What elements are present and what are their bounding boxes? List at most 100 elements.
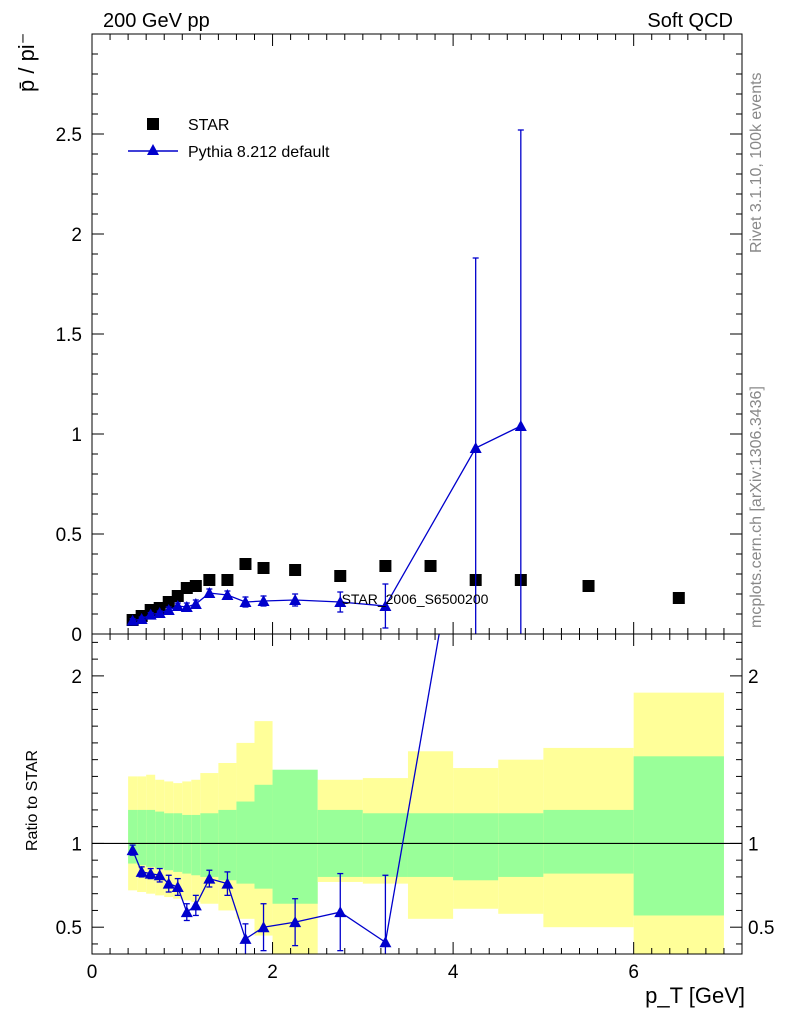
pythia-data-point xyxy=(239,596,252,607)
stat-band xyxy=(633,756,724,916)
pythia-data-point xyxy=(203,587,216,598)
stat-band xyxy=(453,813,499,881)
pythia-data-point xyxy=(257,595,270,606)
main-y-tick-label: 2 xyxy=(71,225,82,246)
x-tick-label: 0 xyxy=(87,962,98,983)
main-y-tick-label: 1.5 xyxy=(56,325,82,346)
pythia-data-point xyxy=(334,596,347,607)
pythia-data-point xyxy=(221,589,234,600)
main-y-tick-label: 0 xyxy=(71,625,82,646)
ratio-data-point xyxy=(126,844,139,856)
pythia-data-point xyxy=(126,614,139,626)
legend: STAR Pythia 8.212 default xyxy=(128,117,330,161)
stat-band xyxy=(137,809,147,866)
rivet-label: Rivet 3.1.10, 100k events xyxy=(748,72,765,253)
pythia-data-point xyxy=(162,604,175,615)
main-panel xyxy=(126,129,685,634)
star-data-point xyxy=(239,558,252,570)
star-data-point xyxy=(203,574,216,586)
star-data-point xyxy=(189,580,202,592)
legend-label-star: STAR xyxy=(188,117,229,134)
pythia-data-point xyxy=(171,600,184,611)
pythia-data-point xyxy=(144,608,157,620)
ratio-y-tick-label-right: 0.5 xyxy=(748,918,774,939)
ratio-data-point xyxy=(144,867,157,879)
stat-band xyxy=(146,809,156,867)
stat-band xyxy=(191,814,201,876)
star-data-point xyxy=(257,562,270,574)
ratio-data-point xyxy=(257,921,270,933)
stat-band xyxy=(498,813,544,877)
ratio-panel xyxy=(126,633,440,954)
ratio-data-point xyxy=(379,936,392,948)
ratio-uncertainty-bands xyxy=(92,692,742,954)
ratio-data-point xyxy=(334,906,347,918)
stat-band xyxy=(173,813,183,872)
x-tick-label: 4 xyxy=(448,962,459,983)
axes: 0 2 4 6 0 0.5 1 1.5 2 2.5 0.5 0.5 1 1 2 2 xyxy=(56,33,774,983)
ratio-data-point xyxy=(162,877,175,889)
main-y-tick-label: 0.5 xyxy=(56,525,82,546)
ratio-y-tick-label-right: 1 xyxy=(748,834,759,855)
ratio-data-point xyxy=(239,932,252,944)
ratio-data-point xyxy=(171,880,184,892)
legend-marker-star xyxy=(147,118,159,130)
pythia-data-point xyxy=(180,601,193,612)
ratio-data-point xyxy=(289,916,302,928)
legend-label-pythia: Pythia 8.212 default xyxy=(188,144,330,161)
star-data-point xyxy=(424,560,437,572)
ratio-y-tick-label: 2 xyxy=(71,667,82,688)
ratio-data-point xyxy=(189,899,202,911)
header-right: Soft QCD xyxy=(647,10,733,32)
ratio-y-tick-label: 1 xyxy=(71,834,82,855)
stat-band xyxy=(543,809,634,874)
star-data-point xyxy=(171,590,184,602)
pythia-data-point xyxy=(135,613,148,624)
ratio-data-point xyxy=(135,865,148,877)
header-left: 200 GeV pp xyxy=(103,10,210,32)
ratio-data-point xyxy=(203,872,216,884)
mcplots-label: mcplots.cern.ch [arXiv:1306.3436] xyxy=(748,386,765,628)
x-tick-label: 2 xyxy=(267,962,278,983)
star-data-point xyxy=(289,564,302,576)
pythia-data-point xyxy=(153,607,166,618)
x-axis-label: p_T [GeV] xyxy=(645,983,745,1008)
main-y-tick-label: 1 xyxy=(71,425,82,446)
pythia-data-point xyxy=(514,420,527,431)
pythia-data-point xyxy=(379,600,392,611)
ratio-data-point xyxy=(221,877,234,889)
stat-band xyxy=(407,813,454,877)
x-tick-label: 6 xyxy=(628,962,639,983)
ratio-data-point xyxy=(153,869,166,881)
stat-band xyxy=(128,809,138,864)
pythia-data-point xyxy=(289,594,302,605)
stat-band xyxy=(218,809,237,881)
main-y-tick-label: 2.5 xyxy=(56,125,82,146)
pythia-data-point xyxy=(469,442,482,453)
stat-band xyxy=(200,813,219,877)
stat-band xyxy=(182,814,192,874)
star-data-point xyxy=(221,574,234,586)
ratio-y-tick-label-right: 2 xyxy=(748,667,759,688)
star-data-point xyxy=(582,580,595,592)
ratio-pythia-line xyxy=(132,633,440,944)
ratio-data-point xyxy=(180,906,193,918)
analysis-watermark: STAR_2006_S6500200 xyxy=(342,591,489,607)
ratio-y-axis-label: Ratio to STAR xyxy=(24,750,41,851)
star-data-point xyxy=(379,560,392,572)
star-data-point xyxy=(180,582,193,594)
legend-marker-pythia xyxy=(147,144,159,155)
star-data-point xyxy=(334,570,347,582)
stat-band xyxy=(362,813,408,877)
stat-band xyxy=(236,801,255,884)
main-y-axis-label: p̄ / pi⁻ xyxy=(14,33,39,92)
ratio-y-tick-label: 0.5 xyxy=(56,918,82,939)
stat-band xyxy=(272,769,318,904)
stat-band xyxy=(155,811,165,869)
star-data-point xyxy=(162,596,175,608)
stat-band xyxy=(254,784,273,889)
pythia-data-point xyxy=(189,598,202,609)
star-data-point xyxy=(672,592,685,604)
stat-band xyxy=(164,813,174,871)
